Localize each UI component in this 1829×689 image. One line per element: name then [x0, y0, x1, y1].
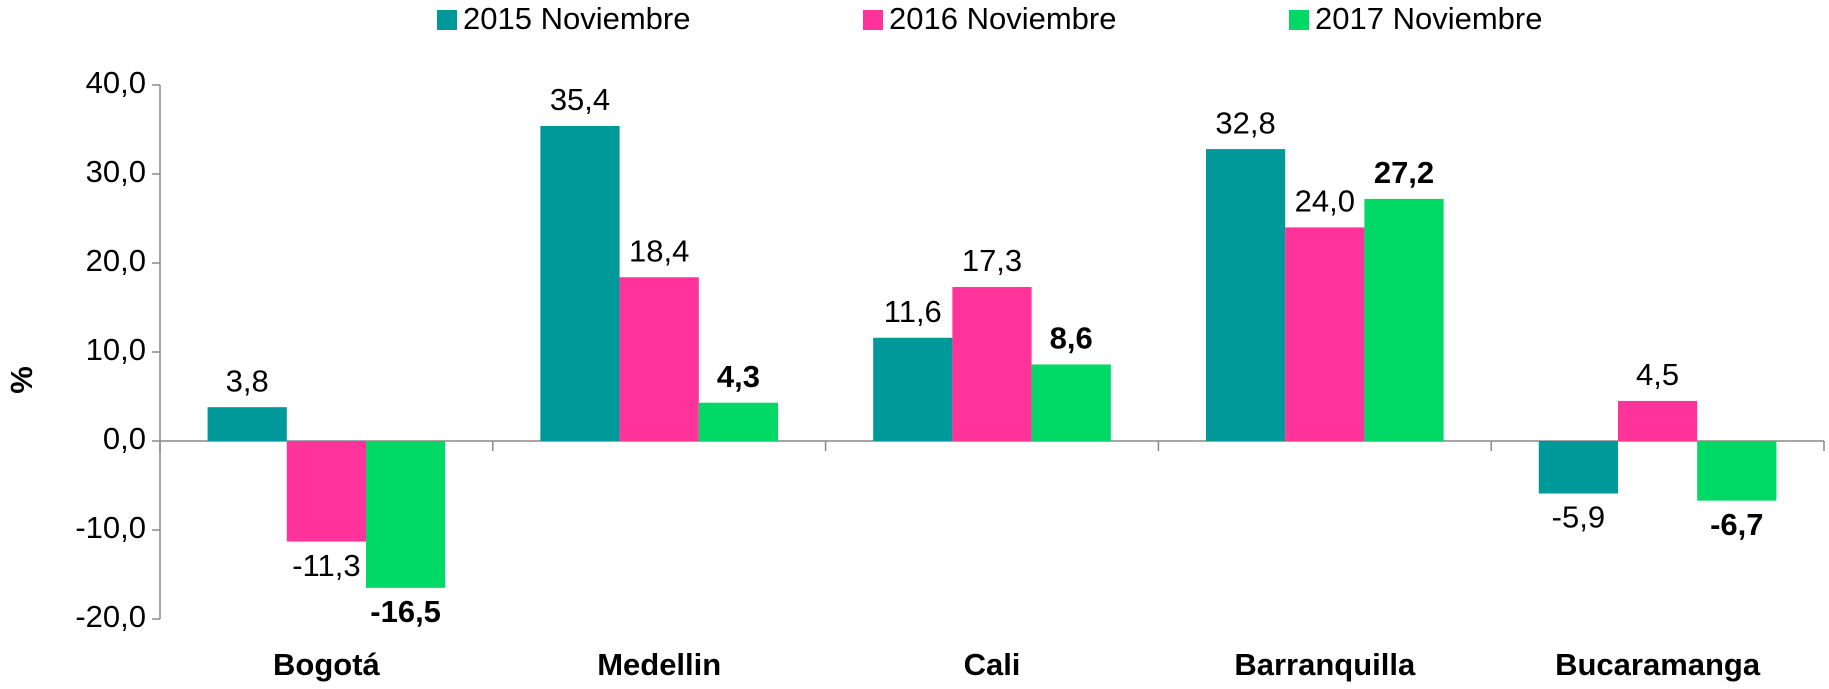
bar [952, 287, 1032, 441]
bar [1205, 149, 1286, 441]
bar [1031, 364, 1111, 441]
legend-label: 2016 Noviembre [889, 1, 1116, 36]
bar [1285, 227, 1365, 441]
y-tick-label: -10,0 [75, 510, 146, 545]
y-tick-label: 20,0 [86, 243, 146, 278]
data-label: -16,5 [370, 594, 441, 629]
legend-swatch [1289, 10, 1309, 30]
bar [1364, 198, 1444, 441]
bar [1697, 441, 1777, 501]
data-label: 18,4 [629, 233, 689, 268]
y-tick-label: 40,0 [86, 65, 146, 100]
data-label: 32,8 [1215, 105, 1275, 140]
legend-label: 2017 Noviembre [1315, 1, 1542, 36]
legend-label: 2015 Noviembre [463, 1, 690, 36]
bar [540, 125, 620, 441]
y-tick-label: -20,0 [75, 599, 146, 634]
bar [1617, 400, 1698, 441]
data-label: -11,3 [292, 548, 360, 583]
bar [698, 402, 779, 441]
y-tick-label: 0,0 [103, 421, 146, 456]
data-label: 11,6 [884, 294, 942, 329]
y-axis-title: % [4, 366, 39, 394]
data-label: -5,9 [1552, 500, 1605, 535]
x-tick-label: Barranquilla [1234, 647, 1416, 682]
data-label: 17,3 [962, 243, 1022, 278]
data-label: 8,6 [1050, 321, 1093, 356]
x-tick-label: Bucaramanga [1555, 647, 1761, 682]
x-tick-label: Cali [964, 647, 1021, 682]
bar [366, 441, 446, 588]
legend-swatch [863, 10, 883, 30]
bar [619, 277, 699, 441]
data-label: 3,8 [226, 363, 269, 398]
data-label: 4,5 [1636, 357, 1679, 392]
y-tick-label: 10,0 [86, 332, 146, 367]
y-tick-label: 30,0 [86, 154, 146, 189]
data-label: 27,2 [1374, 155, 1434, 190]
data-label: 4,3 [717, 359, 760, 394]
bar [207, 407, 287, 441]
bar [286, 441, 367, 542]
x-tick-label: Medellin [597, 647, 721, 682]
x-tick-label: Bogotá [273, 647, 381, 682]
data-label: 24,0 [1295, 184, 1355, 219]
data-label: -6,7 [1710, 507, 1763, 542]
bar [873, 337, 953, 441]
data-label: 35,4 [550, 82, 610, 117]
bar [1538, 441, 1618, 494]
legend-swatch [437, 10, 457, 30]
